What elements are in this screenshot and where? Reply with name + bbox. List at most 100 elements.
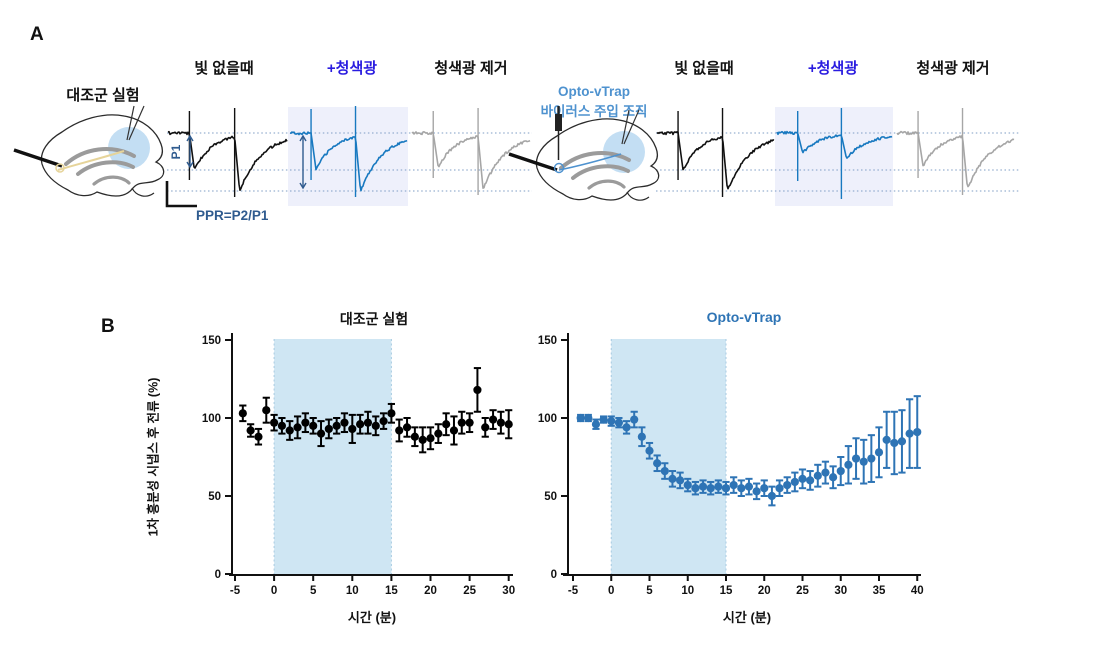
data-point bbox=[829, 473, 838, 482]
y-tick-label: 150 bbox=[202, 335, 221, 347]
data-point bbox=[874, 448, 884, 457]
brain-outline bbox=[535, 118, 660, 201]
data-point bbox=[599, 415, 608, 424]
data-point bbox=[363, 418, 373, 427]
data-point bbox=[293, 423, 302, 432]
opto-brain-schematic bbox=[508, 106, 660, 201]
data-point bbox=[607, 417, 616, 426]
syringe-barrel bbox=[555, 114, 562, 131]
x-tick-label: 10 bbox=[346, 585, 359, 597]
y-tick-label: 150 bbox=[538, 335, 557, 347]
data-point bbox=[668, 474, 677, 483]
data-point bbox=[387, 409, 396, 418]
data-point bbox=[897, 437, 907, 446]
data-point bbox=[752, 487, 761, 496]
data-point bbox=[309, 421, 318, 430]
blue-light-shade bbox=[288, 107, 408, 206]
data-point bbox=[324, 424, 333, 434]
y-tick-label: 0 bbox=[215, 569, 221, 581]
epsc-trace-path bbox=[656, 131, 775, 190]
ppr-formula-label: PPR=P2/P1 bbox=[196, 208, 269, 223]
data-point bbox=[882, 435, 891, 444]
data-point bbox=[744, 482, 754, 491]
arrow-head-up bbox=[186, 134, 194, 142]
hippocampus-curve bbox=[571, 164, 630, 180]
x-tick-label: 20 bbox=[758, 585, 771, 597]
data-point bbox=[767, 491, 777, 501]
arrow-head-down bbox=[186, 161, 194, 169]
blue-light-region bbox=[611, 339, 726, 575]
data-point bbox=[813, 471, 822, 480]
control-experiment-title: 대조군 실험 bbox=[66, 87, 140, 104]
data-point bbox=[316, 429, 326, 438]
recording-region-highlight bbox=[108, 127, 150, 169]
epsc-trace bbox=[411, 108, 531, 195]
data-point bbox=[457, 418, 466, 427]
brain-outline bbox=[40, 114, 165, 197]
control-brain-schematic bbox=[13, 105, 165, 197]
hippocampus-curve bbox=[64, 147, 136, 166]
hippocampus-curve bbox=[587, 179, 626, 190]
data-point bbox=[698, 482, 708, 491]
condition-blue-light-2: +청색광 bbox=[807, 60, 859, 77]
panel-b-label: B bbox=[101, 316, 115, 337]
data-point bbox=[246, 426, 255, 435]
data-point bbox=[356, 420, 365, 429]
data-point bbox=[775, 484, 784, 493]
y-tick-label: 50 bbox=[544, 491, 557, 503]
panel-a-canvas bbox=[13, 105, 1020, 208]
data-point bbox=[254, 432, 263, 441]
data-point bbox=[496, 418, 505, 427]
epsc-trace bbox=[167, 108, 288, 197]
data-point bbox=[473, 385, 482, 395]
x-tick-label: 5 bbox=[310, 585, 317, 597]
data-point bbox=[488, 415, 498, 424]
epsc-trace bbox=[776, 108, 893, 199]
recording-pipette bbox=[623, 109, 640, 145]
trace-group-opto bbox=[656, 107, 1020, 206]
condition-light-removed-2: 청색광 제거 bbox=[916, 60, 990, 77]
hippocampus-curve bbox=[92, 175, 131, 186]
data-point bbox=[465, 418, 474, 427]
data-point bbox=[442, 420, 451, 429]
data-point bbox=[905, 429, 914, 438]
data-point bbox=[790, 477, 799, 487]
panel-b-canvas: 0 50 100 150 -5 0 5 10 15 20 25 30 0 50 100 150 -5 0 5 10 15… bbox=[202, 333, 924, 597]
data-point bbox=[348, 424, 357, 434]
epsc-trace bbox=[656, 108, 775, 197]
recording-pipette bbox=[128, 105, 145, 141]
x-axis-label-left: 시간 (분) bbox=[347, 610, 397, 625]
fiber-origin bbox=[55, 163, 65, 173]
data-point bbox=[262, 406, 271, 415]
blue-light-region bbox=[274, 339, 392, 575]
x-tick-label: 20 bbox=[424, 585, 437, 597]
data-point bbox=[660, 466, 669, 476]
x-tick-label: -5 bbox=[568, 585, 579, 597]
data-point bbox=[270, 418, 279, 427]
virus-spread-path bbox=[558, 153, 622, 171]
stimulating-electrode bbox=[13, 148, 63, 168]
data-point bbox=[301, 418, 310, 427]
data-point bbox=[729, 480, 738, 490]
brain-outline-cerebellum bbox=[131, 187, 155, 197]
data-point bbox=[481, 423, 490, 432]
measurement-arrow bbox=[299, 134, 307, 190]
data-point bbox=[371, 421, 380, 430]
y-tick-label: 100 bbox=[202, 413, 221, 425]
x-tick-label: 35 bbox=[873, 585, 886, 597]
data-point bbox=[844, 460, 853, 469]
data-point bbox=[277, 421, 287, 430]
epsc-trace-path bbox=[167, 130, 288, 191]
data-point bbox=[434, 429, 443, 438]
data-point bbox=[714, 482, 723, 491]
epsc-trace-path bbox=[411, 131, 531, 189]
x-tick-label: 30 bbox=[834, 585, 847, 597]
condition-light-removed-1: 청색광 제거 bbox=[434, 60, 508, 77]
x-tick-label: 5 bbox=[646, 585, 653, 597]
chart-control: 0 50 100 150 -5 0 5 10 15 20 25 30 bbox=[202, 333, 515, 597]
recording-pipette bbox=[621, 109, 630, 145]
panel-a-label: A bbox=[30, 24, 44, 45]
x-tick-label: 15 bbox=[385, 585, 398, 597]
data-point bbox=[851, 454, 861, 463]
x-axis-label-right: 시간 (분) bbox=[722, 610, 772, 625]
